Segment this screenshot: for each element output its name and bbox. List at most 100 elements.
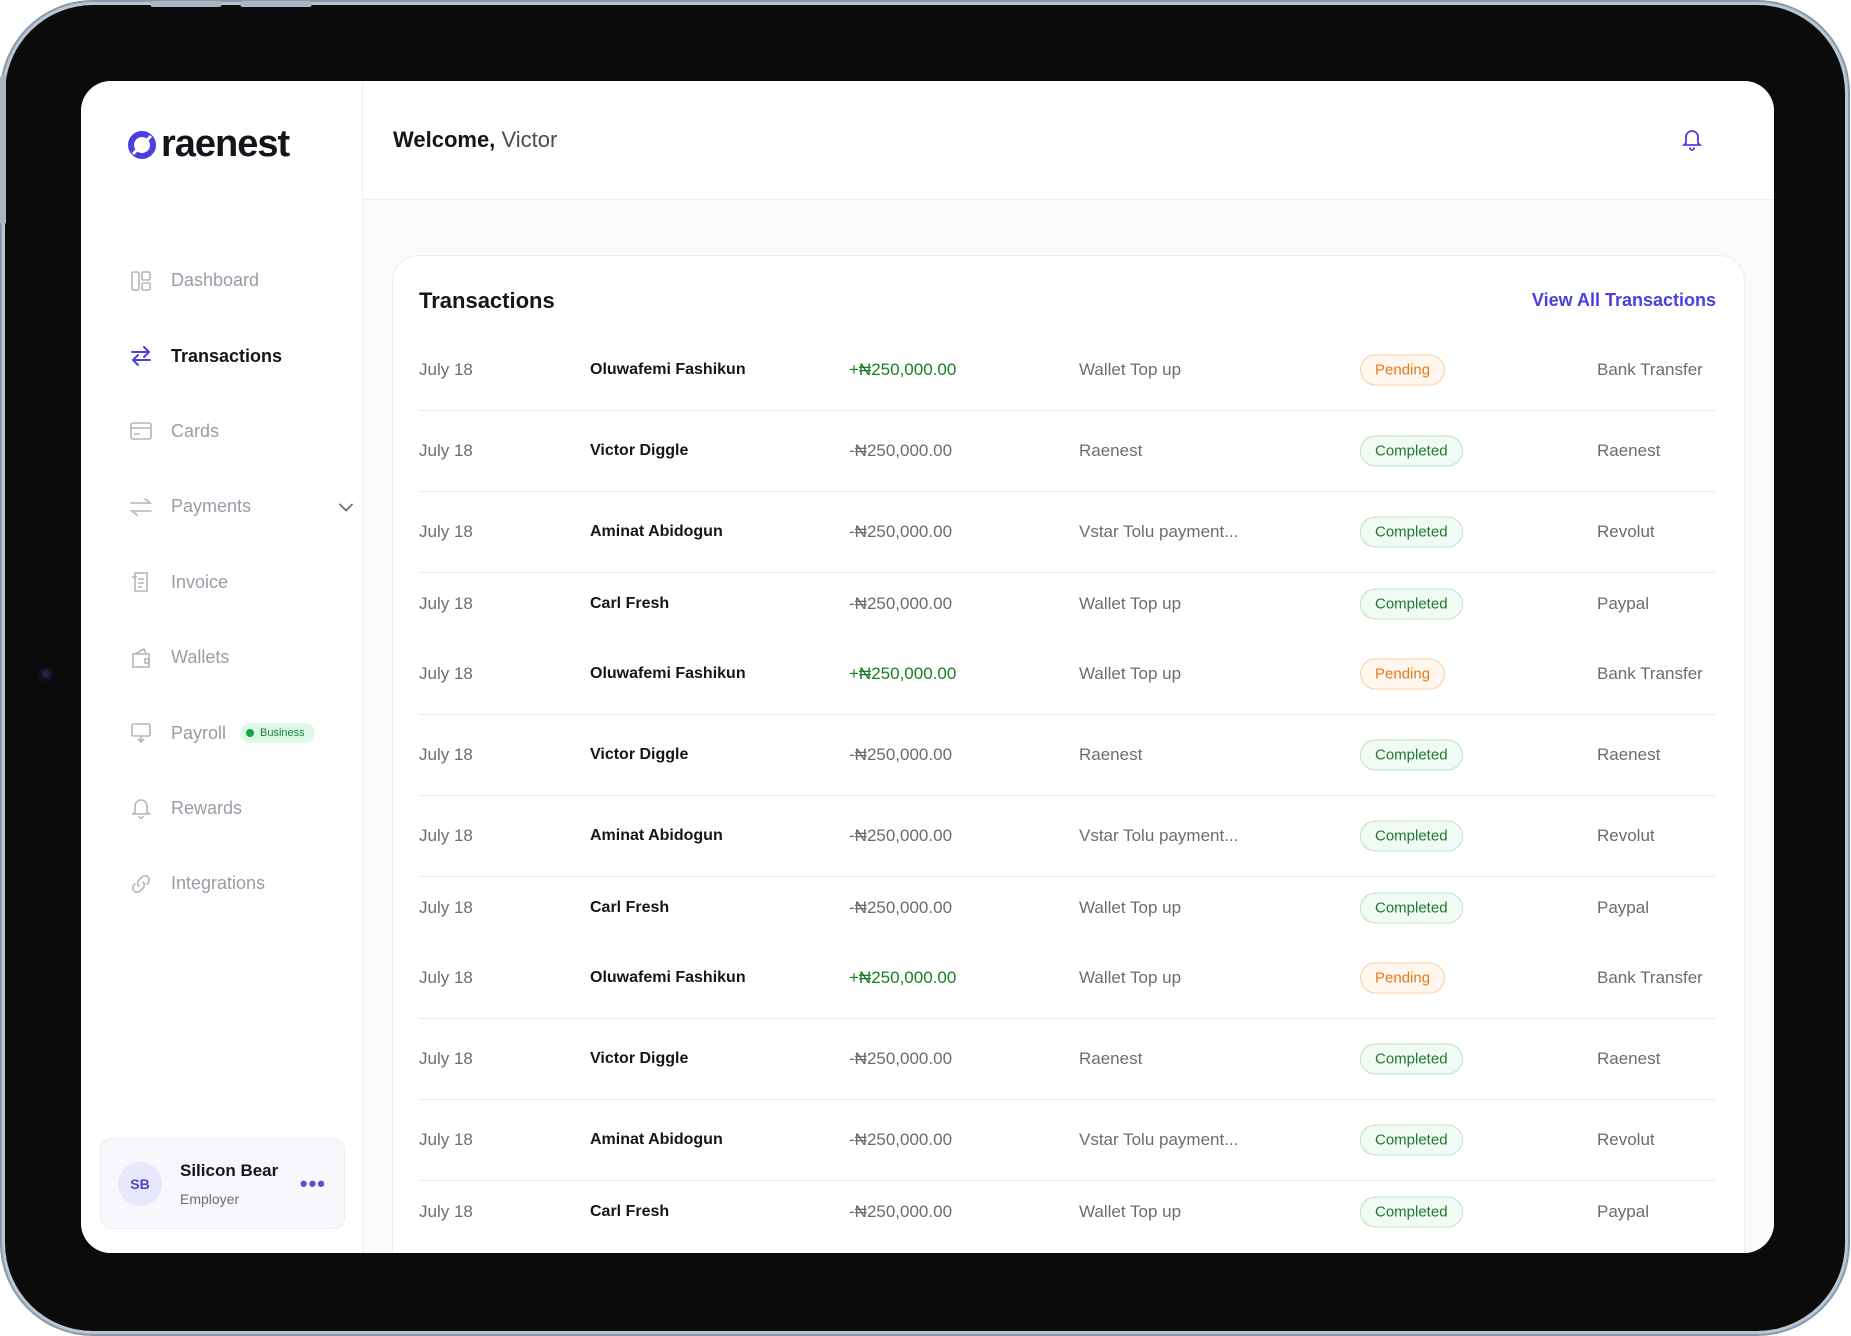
sidebar-item-label: Integrations (171, 873, 266, 894)
transaction-amount: +₦250,000.00 (849, 968, 957, 987)
brand-logo[interactable]: raenest (127, 123, 290, 166)
table-row[interactable]: July 18 Carl Fresh -₦250,000.00 Wallet T… (419, 1181, 1716, 1242)
transaction-date: July 18 (419, 1130, 473, 1149)
transaction-date: July 18 (419, 593, 473, 613)
table-row[interactable]: July 18 Victor Diggle -₦250,000.00 Raene… (419, 715, 1716, 796)
transaction-counterparty: Oluwafemi Fashikun (590, 969, 746, 986)
table-row[interactable]: July 18 Carl Fresh -₦250,000.00 Wallet T… (419, 573, 1716, 634)
table-row[interactable]: July 18 Oluwafemi Fashikun +₦250,000.00 … (419, 330, 1716, 411)
sidebar-item-invoice[interactable]: Invoice (129, 545, 354, 620)
table-row[interactable]: July 18 Aminat Abidogun -₦250,000.00 Vst… (419, 492, 1716, 573)
status-badge: Pending (1360, 354, 1446, 386)
sidebar-item-label: Payments (171, 496, 252, 517)
panel-title: Transactions (419, 288, 555, 313)
payment-method: Paypal (1597, 1201, 1649, 1221)
transaction-amount: -₦250,000.00 (849, 441, 953, 460)
sidebar-item-payments[interactable]: Payments (129, 469, 354, 544)
status-dot (246, 729, 255, 738)
status-badge: Completed (1360, 1196, 1463, 1227)
notification-bell-icon[interactable] (1680, 127, 1704, 156)
transaction-amount: -₦250,000.00 (849, 745, 953, 764)
transaction-amount: -₦250,000.00 (849, 1201, 953, 1221)
sidebar-item-wallets[interactable]: Wallets (129, 620, 354, 695)
payment-method: Bank Transfer (1597, 664, 1703, 683)
brand-name: raenest (161, 123, 290, 165)
transaction-date: July 18 (419, 360, 473, 379)
table-row[interactable]: July 18 Victor Diggle -₦250,000.00 Raene… (419, 411, 1716, 492)
user-role: Employer (180, 1191, 240, 1207)
chevron-down-icon[interactable] (338, 496, 354, 517)
table-row[interactable]: July 18 Carl Fresh -₦250,000.00 Wallet T… (419, 877, 1716, 938)
volume-button (240, 1, 312, 7)
transaction-description: Vstar Tolu payment... (1079, 1130, 1239, 1149)
transaction-amount: -₦250,000.00 (849, 593, 953, 613)
sidebar-item-transactions[interactable]: Transactions (129, 318, 354, 393)
link-icon (129, 872, 153, 896)
invoice-icon (129, 570, 153, 594)
transfer-arrows-icon (129, 344, 153, 368)
badge-label: Business (260, 727, 305, 740)
transaction-counterparty: Victor Diggle (590, 442, 689, 459)
sidebar-item-payroll[interactable]: Payroll Business (129, 695, 354, 770)
sidebar-item-label: Rewards (171, 797, 243, 818)
sidebar-item-rewards[interactable]: Rewards (129, 771, 354, 846)
transaction-counterparty: Oluwafemi Fashikun (590, 361, 746, 378)
sidebar-item-cards[interactable]: Cards (129, 394, 354, 469)
status-badge: Completed (1360, 1043, 1463, 1075)
status-badge: Completed (1360, 516, 1463, 548)
more-options-icon[interactable]: ••• (299, 1171, 326, 1196)
welcome-message: Welcome, Victor (393, 127, 557, 153)
sidebar-item-label: Cards (171, 420, 220, 441)
payment-method: Revolut (1597, 826, 1655, 845)
sidebar-item-integrations[interactable]: Integrations (129, 846, 354, 921)
user-profile-card[interactable]: SB Silicon Bear Employer ••• (100, 1138, 345, 1229)
sidebar-item-label: Payroll (171, 722, 227, 743)
front-camera (39, 667, 53, 681)
transaction-description: Wallet Top up (1079, 593, 1182, 613)
transaction-amount: -₦250,000.00 (849, 826, 953, 845)
payment-method: Paypal (1597, 593, 1649, 613)
status-badge: Completed (1360, 435, 1463, 467)
view-all-transactions-link[interactable]: View All Transactions (1531, 290, 1716, 310)
table-row[interactable]: July 18 Aminat Abidogun -₦250,000.00 Vst… (419, 1100, 1716, 1181)
welcome-label: Welcome, (393, 127, 496, 152)
transaction-date: July 18 (419, 1049, 473, 1068)
transaction-counterparty: Victor Diggle (590, 746, 689, 763)
transaction-date: July 18 (419, 968, 473, 987)
wallet-icon (129, 646, 153, 670)
transaction-description: Wallet Top up (1079, 360, 1182, 379)
transaction-date: July 18 (419, 897, 473, 917)
sidebar-item-dashboard[interactable]: Dashboard (129, 243, 354, 318)
dashboard-icon (129, 269, 153, 293)
transaction-counterparty: Aminat Abidogun (590, 1131, 723, 1148)
transaction-counterparty: Aminat Abidogun (590, 523, 723, 540)
app-screen: raenest Dashboard Transactions (81, 81, 1774, 1253)
status-badge: Completed (1360, 1124, 1463, 1156)
transactions-list: July 18 Oluwafemi Fashikun +₦250,000.00 … (419, 330, 1716, 1242)
status-badge: Completed (1360, 820, 1463, 852)
transaction-counterparty: Victor Diggle (590, 1050, 689, 1067)
status-badge: Pending (1360, 962, 1446, 994)
table-row[interactable]: July 18 Oluwafemi Fashikun +₦250,000.00 … (419, 634, 1716, 715)
transaction-description: Wallet Top up (1079, 897, 1182, 917)
volume-button (150, 1, 222, 7)
welcome-user-name: Victor (501, 127, 558, 152)
transaction-description: Vstar Tolu payment... (1079, 522, 1239, 541)
sidebar-nav: Dashboard Transactions Cards (129, 243, 354, 922)
sidebar-item-label: Wallets (171, 647, 230, 668)
table-row[interactable]: July 18 Aminat Abidogun -₦250,000.00 Vst… (419, 796, 1716, 877)
transaction-counterparty: Aminat Abidogun (590, 827, 723, 844)
table-row[interactable]: July 18 Victor Diggle -₦250,000.00 Raene… (419, 1019, 1716, 1100)
transaction-date: July 18 (419, 522, 473, 541)
transaction-description: Wallet Top up (1079, 1201, 1182, 1221)
raenest-logo-icon (128, 130, 156, 159)
transaction-counterparty: Carl Fresh (590, 1202, 670, 1220)
transaction-date: July 18 (419, 664, 473, 683)
table-row[interactable]: July 18 Oluwafemi Fashikun +₦250,000.00 … (419, 938, 1716, 1019)
transaction-description: Wallet Top up (1079, 664, 1182, 683)
transaction-description: Raenest (1079, 441, 1143, 460)
sidebar-item-label: Invoice (171, 571, 229, 592)
payment-method: Bank Transfer (1597, 968, 1703, 987)
main-content: Transactions View All Transactions July … (363, 200, 1774, 1253)
transaction-amount: +₦250,000.00 (849, 664, 957, 683)
